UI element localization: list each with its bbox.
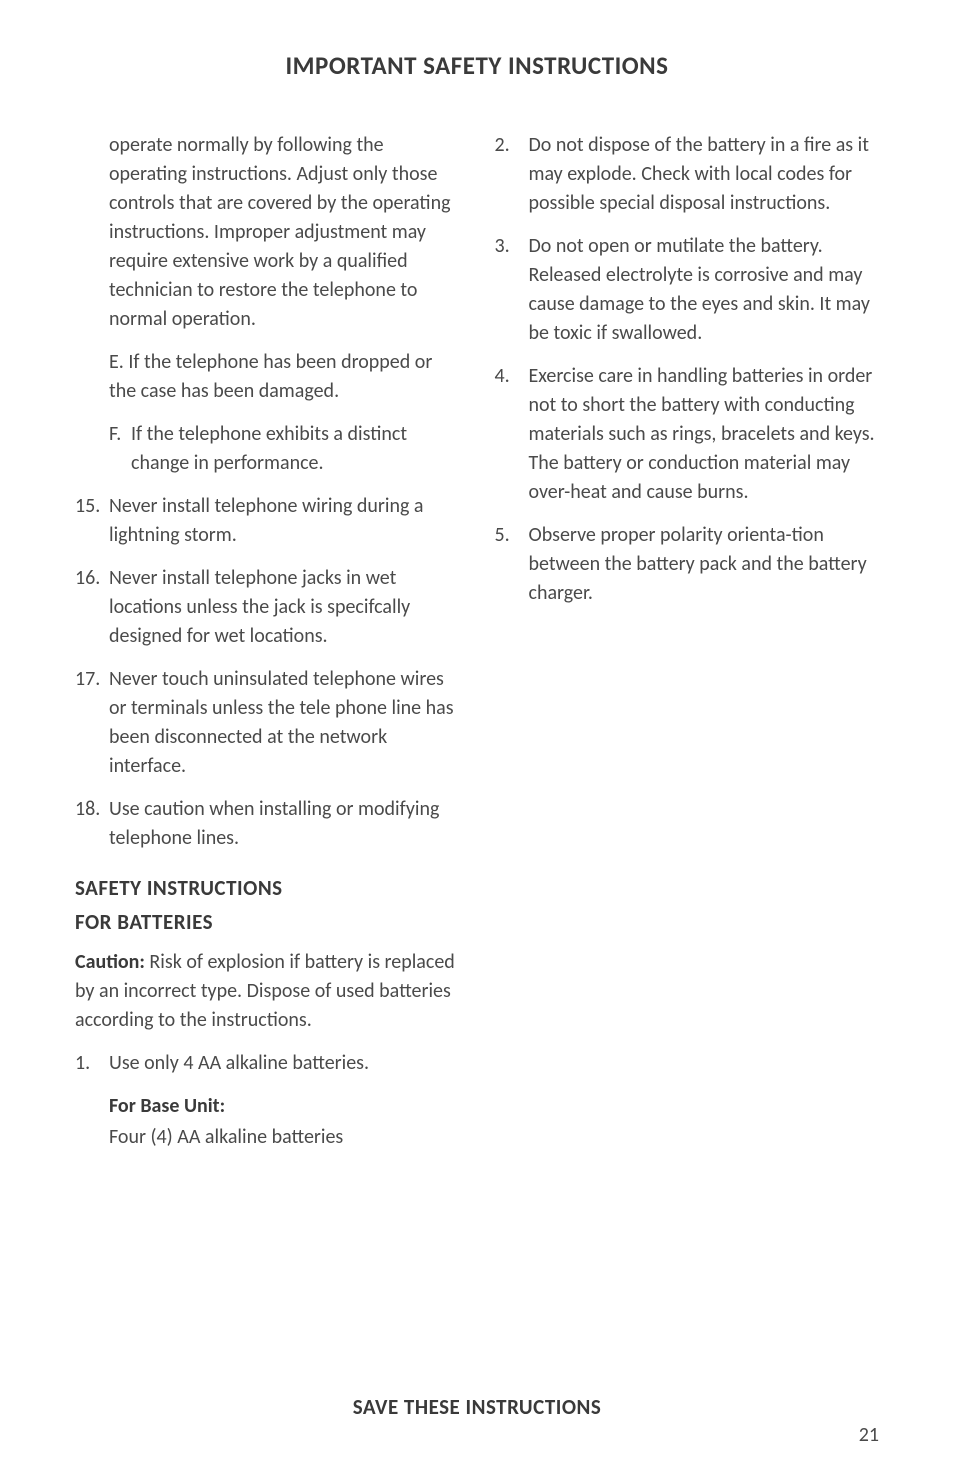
list-text: Observe proper polarity orienta-tion bet… [529, 521, 880, 608]
list-item-r2: 2. Do not dispose of the battery in a fi… [495, 131, 880, 218]
section-heading-line1: SAFETY INSTRUCTIONS [75, 873, 460, 903]
footer-text: SAVE THESE INSTRUCTIONS [0, 1394, 954, 1420]
list-num: 18. [75, 795, 109, 853]
base-unit-label: For Base Unit: [109, 1092, 460, 1121]
list-text: Never install telephone jacks in wet loc… [109, 564, 460, 651]
list-item-r3: 3. Do not open or mutilate the battery. … [495, 232, 880, 348]
sub-text-f: If the telephone exhibits a distinct cha… [131, 420, 460, 478]
page-number: 21 [859, 1423, 879, 1447]
list-text: Do not dispose of the battery in a fire … [529, 131, 880, 218]
list-item-r4: 4. Exercise care in handling batteries i… [495, 362, 880, 507]
section-heading-line2: FOR BATTERIES [75, 907, 460, 937]
list-item-18: 18. Use caution when installing or modif… [75, 795, 460, 853]
caution-paragraph: Caution: Risk of explosion if battery is… [75, 948, 460, 1035]
battery-item-1: 1. Use only 4 AA alkaline batteries. [75, 1049, 460, 1078]
list-num: 5. [495, 521, 529, 608]
list-num: 3. [495, 232, 529, 348]
left-column: operate normally by following the operat… [75, 131, 460, 1152]
list-num: 15. [75, 492, 109, 550]
sub-item-e: E. If the telephone has been dropped or … [109, 348, 460, 406]
list-text: Do not open or mutilate the battery. Rel… [529, 232, 880, 348]
caution-label: Caution: [75, 950, 145, 974]
list-num: 16. [75, 564, 109, 651]
list-num: 1. [75, 1049, 109, 1078]
list-text: Never touch uninsulated telephone wires … [109, 665, 460, 781]
sub-item-f: F. If the telephone exhibits a distinct … [109, 420, 460, 478]
list-item-r5: 5. Observe proper polarity orienta-tion … [495, 521, 880, 608]
list-num: 17. [75, 665, 109, 781]
list-item-17: 17. Never touch uninsulated telephone wi… [75, 665, 460, 781]
base-unit-text: Four (4) AA alkaline batteries [109, 1123, 460, 1152]
list-text: Exercise care in handling batteries in o… [529, 362, 880, 507]
page-title: IMPORTANT SAFETY INSTRUCTIONS [75, 50, 879, 81]
list-text: Use only 4 AA alkaline batteries. [109, 1049, 460, 1078]
list-text: Use caution when installing or modifying… [109, 795, 460, 853]
content-columns: operate normally by following the operat… [75, 131, 879, 1152]
list-item-16: 16. Never install telephone jacks in wet… [75, 564, 460, 651]
list-item-15: 15. Never install telephone wiring durin… [75, 492, 460, 550]
sub-letter-f: F. [109, 420, 131, 478]
list-num: 2. [495, 131, 529, 218]
list-num: 4. [495, 362, 529, 507]
right-column: 2. Do not dispose of the battery in a fi… [495, 131, 880, 1152]
list-text: Never install telephone wiring during a … [109, 492, 460, 550]
continued-paragraph: operate normally by following the operat… [109, 131, 460, 334]
